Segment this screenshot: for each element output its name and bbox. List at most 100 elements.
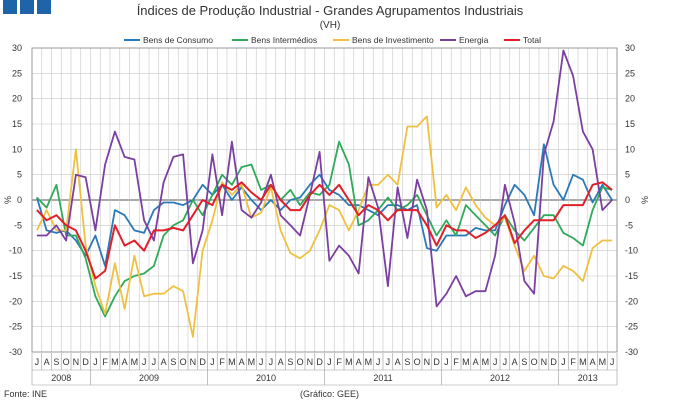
legend-label: Bens de Consumo [143,35,213,45]
legend-label: Energia [459,35,489,45]
month-label: A [44,357,50,367]
footer-credit: (Gráfico: GEE) [300,389,359,399]
legend-label: Bens de Investimento [352,35,434,45]
y-tick-label-left: 0 [17,195,22,205]
year-label: 2011 [373,373,392,383]
month-label: D [316,357,323,367]
series-line-bens-de-consumo [36,143,613,267]
month-label: A [356,357,362,367]
y-tick-label-right: -30 [625,347,638,357]
y-tick-label-right: 30 [625,43,635,53]
month-label: O [414,357,421,367]
month-label: S [170,357,176,367]
month-label: D [82,357,89,367]
month-label: S [53,357,59,367]
y-tick-label-left: -20 [9,296,22,306]
year-label: 2010 [256,373,276,383]
y-tick-label-right: 15 [625,119,635,129]
chart-axes: 30 30 25 25 20 20 15 15 10 10 5 5 0 0 -5 -5 -10 -10 -15 -15… [3,43,650,357]
chart-legend: Bens de Consumo Bens Intermédios Bens de I… [124,35,541,45]
month-label: O [180,357,187,367]
chart-title: Índices de Produção Industrial - Grandes… [137,3,524,18]
month-label: F [336,357,342,367]
month-label: F [219,357,225,367]
month-label: M [345,357,353,367]
month-label: J [376,357,381,367]
month-label: J [152,357,157,367]
month-label: J [386,357,391,367]
month-label: S [521,357,527,367]
logo-square-2 [20,0,34,14]
month-label: A [278,357,284,367]
month-label: A [239,357,245,367]
y-tick-label-right: -5 [625,220,633,230]
month-label: N [541,357,548,367]
y-tick-label-left: -5 [14,220,22,230]
month-label: M [365,357,373,367]
month-label: J [35,357,40,367]
month-label: A [395,357,401,367]
month-label: M [462,357,470,367]
y-axis-label-left: % [3,196,13,204]
y-tick-label-left: -15 [9,271,22,281]
series-line-total [36,181,613,280]
logo-square-3 [37,0,51,14]
month-label: N [73,357,80,367]
y-tick-label-right: 5 [625,170,630,180]
month-label: N [190,357,197,367]
month-label: A [161,357,167,367]
month-label: A [512,357,518,367]
month-label: M [579,357,587,367]
month-label: O [297,357,304,367]
y-tick-label-left: 20 [12,94,22,104]
month-label: J [327,357,332,367]
footer-source: Fonte: INE [4,389,47,399]
month-label: O [531,357,538,367]
month-label: N [424,357,431,367]
y-tick-label-left: 25 [12,68,22,78]
series-line-bens-de-investimento [36,115,613,338]
month-label: D [433,357,440,367]
month-label: A [473,357,479,367]
month-label: M [111,357,119,367]
month-label: M [599,357,607,367]
year-label: 2009 [139,373,159,383]
y-tick-label-right: -15 [625,271,638,281]
chart-subtitle: (VH) [320,20,341,31]
month-label: J [610,357,615,367]
y-tick-label-right: 20 [625,94,635,104]
month-label: M [482,357,490,367]
month-label: M [248,357,256,367]
month-label: J [142,357,147,367]
year-label: 2012 [490,373,510,383]
y-tick-label-left: 15 [12,119,22,129]
month-label: S [404,357,410,367]
month-label: N [307,357,314,367]
month-label: M [131,357,139,367]
y-tick-label-right: -10 [625,246,638,256]
month-label: F [453,357,459,367]
y-tick-label-right: 10 [625,144,635,154]
series-line-energia [36,49,613,308]
legend-label: Bens Intermédios [251,35,317,45]
year-label: 2013 [578,373,598,383]
month-label: S [287,357,293,367]
month-label: J [503,357,508,367]
y-tick-label-right: 0 [625,195,630,205]
month-label: J [259,357,264,367]
y-tick-label-left: 30 [12,43,22,53]
month-label: F [102,357,108,367]
month-label: F [570,357,576,367]
plot-frame [31,47,618,353]
y-tick-label-left: -10 [9,246,22,256]
month-label: J [493,357,498,367]
month-label: J [444,357,449,367]
y-tick-label-right: 25 [625,68,635,78]
month-label: J [93,357,98,367]
year-label: 2008 [51,373,71,383]
y-tick-label-left: -30 [9,347,22,357]
y-tick-label-left: 10 [12,144,22,154]
legend-label: Total [523,35,541,45]
